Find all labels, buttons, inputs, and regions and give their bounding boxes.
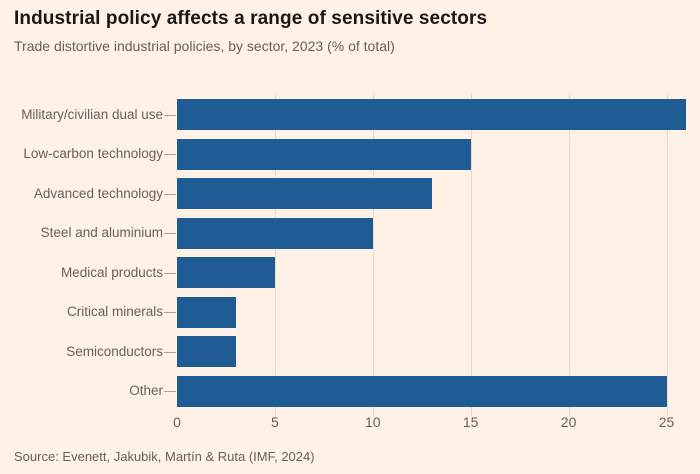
plot-area (177, 93, 690, 417)
source-note: Source: Evenett, Jakubik, Martín & Ruta … (14, 449, 315, 464)
category-label-military-civilian-dual-use: Military/civilian dual use (21, 106, 163, 122)
x-tick-label-0: 0 (173, 414, 181, 430)
gridline-25 (666, 93, 668, 417)
y-tick-steel-and-aluminium (164, 233, 176, 234)
y-tick-military-civilian-dual-use (164, 114, 176, 116)
bar-other (177, 375, 667, 407)
bar-advanced-technology (177, 178, 432, 209)
y-tick-other (164, 391, 176, 392)
category-label-advanced-technology: Advanced technology (33, 185, 163, 201)
y-tick-semiconductors (164, 351, 176, 353)
gridline-20 (568, 93, 570, 417)
category-label-critical-minerals: Critical minerals (66, 304, 163, 319)
x-tick-label-15: 15 (462, 414, 479, 430)
bar-military-civilian-dual-use (177, 99, 687, 130)
gridline-10 (372, 93, 374, 417)
bar-semiconductors (177, 336, 236, 367)
category-label-other: Other (129, 383, 163, 398)
bar-critical-minerals (177, 296, 236, 328)
x-tick-label-20: 20 (560, 414, 577, 430)
y-tick-advanced-technology (164, 193, 176, 195)
gridline-5 (274, 93, 276, 417)
chart-title: Industrial policy affects a range of sen… (14, 8, 488, 29)
category-label-semiconductors: Semiconductors (66, 343, 163, 359)
gridline-15 (470, 93, 472, 417)
y-tick-low-carbon-technology (164, 154, 176, 155)
y-tick-critical-minerals (164, 312, 176, 313)
y-tick-medical-products (164, 272, 176, 274)
bar-medical-products (177, 257, 275, 288)
category-label-low-carbon-technology: Low-carbon technology (23, 146, 163, 161)
x-tick-label-5: 5 (270, 414, 279, 430)
x-tick-label-25: 25 (658, 414, 675, 430)
category-label-steel-and-aluminium: Steel and aluminium (40, 225, 163, 240)
category-label-medical-products: Medical products (60, 264, 163, 280)
bar-steel-and-aluminium (177, 217, 373, 249)
bar-low-carbon-technology (177, 138, 471, 170)
x-tick-label-10: 10 (365, 414, 381, 430)
chart-subtitle: Trade distortive industrial policies, by… (14, 38, 395, 54)
